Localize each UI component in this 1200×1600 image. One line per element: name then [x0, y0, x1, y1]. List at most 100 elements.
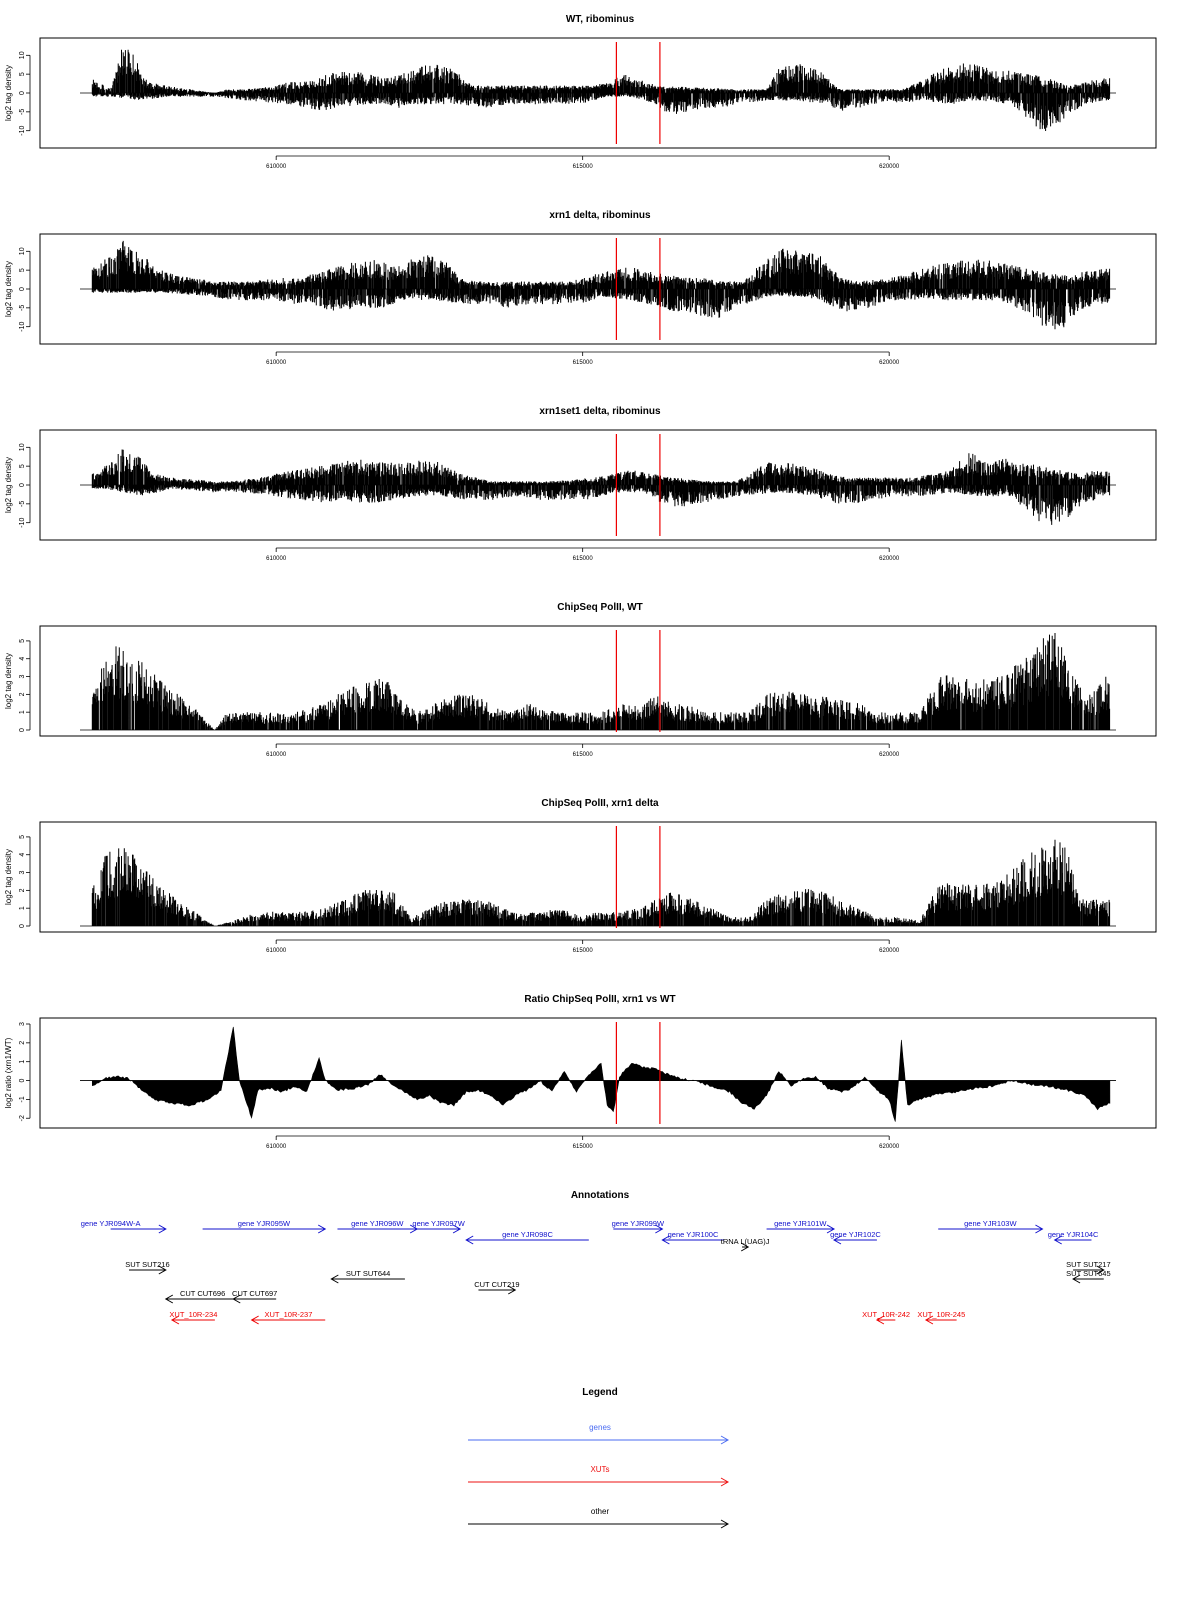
x-tick-label: 620000	[879, 164, 900, 170]
annotation-arrowhead	[330, 1274, 339, 1284]
chart-title: xrn1set1 delta, ribominus	[539, 406, 661, 417]
annotation-arrowhead	[170, 1315, 180, 1325]
plot-frame	[39, 233, 1157, 345]
y-tick-label: 0	[19, 483, 26, 487]
y-tick-label: -1	[19, 1096, 26, 1102]
annotation-arrowhead	[232, 1294, 241, 1304]
y-tick-label: 10	[19, 443, 26, 451]
annotation-label: XUT_10R-234	[169, 1310, 217, 1319]
legend-panel: Legend genes XUTs other	[468, 1387, 730, 1529]
chart-panel-6: Ratio ChipSeq PolII, xrn1 vs WT log2 rati…	[4, 994, 1157, 1150]
y-axis-label: log2 ratio (xrn1/WT)	[4, 1037, 13, 1108]
annotation-arrowhead	[1072, 1274, 1081, 1284]
y-tick-label: 0	[19, 287, 26, 291]
y-tick-label: -10	[19, 126, 26, 136]
x-tick-label: 610000	[266, 556, 287, 562]
x-tick-label: 615000	[573, 948, 594, 954]
y-tick-label: 5	[19, 464, 26, 468]
y-tick-label: 10	[19, 247, 26, 255]
annotation-feature: gene YJR102C	[830, 1230, 881, 1245]
annotation-feature: gene YJR099W	[612, 1219, 665, 1234]
annotation-arrowhead	[164, 1294, 174, 1304]
y-tick-label: -10	[19, 322, 26, 332]
y-tick-label: 4	[19, 657, 26, 661]
annotation-feature: XUT_10R-245	[917, 1310, 965, 1325]
chart-panel-1: WT, ribominus log2 tag density -10 -5 0 5 10 61…	[4, 14, 1157, 170]
density-bars	[91, 633, 1111, 730]
annotation-label: CUT CUT696	[180, 1289, 225, 1298]
annotation-feature: SUT SUT216	[125, 1260, 170, 1275]
annotation-arrowhead	[158, 1265, 167, 1275]
chart-panel-2: xrn1 delta, ribominus log2 tag density -10…	[4, 210, 1157, 366]
y-tick-label: 1	[19, 710, 26, 714]
y-tick-label: 4	[19, 853, 26, 857]
legend-arrowhead	[720, 1435, 730, 1445]
annotation-label: gene YJR100C	[668, 1230, 719, 1239]
annotation-feature: gene YJR104C	[1048, 1230, 1099, 1245]
y-axis-label: log2 tag density	[4, 457, 13, 513]
annotations-panel: Annotations gene YJR094W-A gene YJR095W gen…	[81, 1190, 1111, 1325]
annotation-label: gene YJR099W	[612, 1219, 665, 1228]
annotation-label: CUT CUT697	[232, 1289, 277, 1298]
annotation-label: gene YJR102C	[830, 1230, 881, 1239]
annotation-feature: gene YJR100C	[661, 1230, 724, 1245]
chart-title: WT, ribominus	[566, 14, 635, 25]
annotation-label: XUT_10R-245	[917, 1310, 965, 1319]
annotation-label: gene YJR103W	[964, 1219, 1017, 1228]
y-axis-label: log2 tag density	[4, 653, 13, 709]
annotation-arrowhead	[250, 1315, 259, 1325]
annotation-feature: CUT CUT697	[232, 1289, 277, 1304]
annotation-arrowhead	[924, 1315, 934, 1325]
legend-item: genes	[468, 1423, 730, 1445]
y-tick-label: 3	[19, 870, 26, 874]
legend-arrowhead	[720, 1519, 730, 1529]
x-tick-label: 610000	[266, 164, 287, 170]
y-tick-label: 0	[19, 91, 26, 95]
y-tick-label: 0	[19, 924, 26, 928]
density-bars	[91, 49, 1111, 131]
x-tick-label: 610000	[266, 752, 287, 758]
chart-title: xrn1 delta, ribominus	[549, 210, 651, 221]
x-tick-label: 610000	[266, 1144, 287, 1150]
annotation-feature: gene YJR097W	[412, 1219, 466, 1234]
annotation-feature: CUT CUT219	[474, 1280, 520, 1295]
annotation-arrowhead	[1096, 1265, 1105, 1275]
y-axis-label: log2 tag density	[4, 261, 13, 317]
chart-panel-4: ChipSeq PolII, WT log2 tag density 0 1 2 3 4 5 6…	[4, 602, 1157, 758]
x-tick-label: 610000	[266, 948, 287, 954]
chart-title: Ratio ChipSeq PolII, xrn1 vs WT	[524, 994, 675, 1005]
annotation-arrowhead	[661, 1235, 670, 1245]
y-tick-label: -5	[19, 305, 26, 311]
annotation-label: gene YJR098C	[502, 1230, 553, 1239]
legend-label: XUTs	[590, 1465, 609, 1474]
annotation-arrowhead	[465, 1235, 474, 1245]
legend-label: other	[591, 1507, 610, 1516]
x-tick-label: 620000	[879, 1144, 900, 1150]
annotation-feature: XUT_10R-234	[169, 1310, 217, 1325]
chart-panel-3: xrn1set1 delta, ribominus log2 tag densit…	[4, 406, 1157, 562]
x-tick-label: 615000	[573, 360, 594, 366]
annotation-arrowhead	[507, 1285, 517, 1295]
annotations-title: Annotations	[571, 1190, 630, 1201]
annotation-label: XUT_10R-242	[862, 1310, 910, 1319]
legend-label: genes	[589, 1423, 611, 1432]
annotation-label: gene YJR101W	[774, 1219, 827, 1228]
chart-panel-5: ChipSeq PolII, xrn1 delta log2 tag densit…	[4, 798, 1157, 954]
annotation-arrowhead	[1035, 1224, 1044, 1234]
annotation-feature: gene YJR098C	[465, 1230, 589, 1245]
annotation-label: SUT SUT644	[346, 1269, 390, 1278]
annotation-arrowhead	[158, 1224, 167, 1234]
y-axis-label: log2 tag density	[4, 849, 13, 905]
x-tick-label: 620000	[879, 556, 900, 562]
annotation-arrowhead	[875, 1315, 885, 1325]
annotation-label: gene YJR097W	[412, 1219, 465, 1228]
annotation-label: gene YJR094W-A	[81, 1219, 141, 1228]
annotation-feature: XUT_10R-237	[250, 1310, 326, 1325]
y-tick-label: 0	[19, 728, 26, 732]
legend-title: Legend	[582, 1387, 618, 1398]
density-bars	[91, 839, 1111, 926]
annotation-label: XUT_10R-237	[264, 1310, 312, 1319]
annotation-label: gene YJR104C	[1048, 1230, 1099, 1239]
x-tick-label: 615000	[573, 1144, 594, 1150]
